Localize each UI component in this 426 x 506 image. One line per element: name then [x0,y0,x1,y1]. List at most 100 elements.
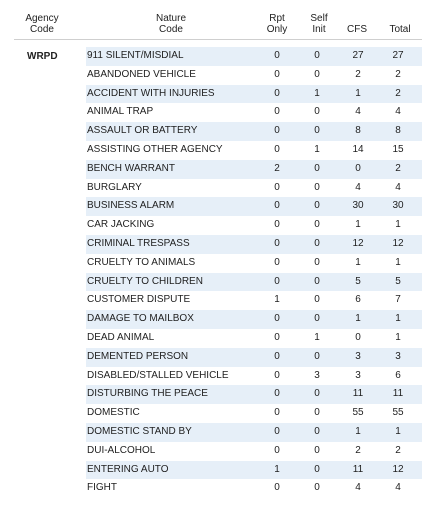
nature-code-cell: DISABLED/STALLED VEHICLE [87,369,229,381]
self-init-cell: 0 [314,68,320,80]
rpt-only-cell: 1 [274,294,280,306]
nature-code-cell: DAMAGE TO MAILBOX [87,313,194,325]
nature-code-cell: CRIMINAL TRESPASS [87,237,190,249]
header-rpt-only: Rpt Only [262,13,292,35]
self-init-cell: 0 [314,219,320,231]
rpt-only-cell: 0 [274,313,280,325]
cfs-cell: 0 [355,162,361,174]
table-row: ACCIDENT WITH INJURIES 0 1 1 2 [86,84,422,104]
self-init-cell: 0 [314,463,320,475]
total-cell: 2 [395,87,401,99]
self-init-cell: 1 [314,331,320,343]
total-cell: 7 [395,294,401,306]
cfs-cell: 8 [355,125,361,137]
total-cell: 4 [395,181,401,193]
total-cell: 6 [395,369,401,381]
cfs-cell: 2 [355,444,361,456]
nature-code-cell: 911 SILENT/MISDIAL [87,50,184,61]
nature-code-cell: DISTURBING THE PEACE [87,388,208,400]
cfs-cell: 1 [355,313,361,325]
table-row: CRUELTY TO CHILDREN 0 0 5 5 [86,272,422,292]
self-init-cell: 0 [314,106,320,118]
cfs-cell: 5 [355,275,361,287]
cfs-cell: 6 [355,294,361,306]
total-cell: 4 [395,482,401,494]
self-init-cell: 0 [314,425,320,437]
total-cell: 1 [395,313,401,325]
self-init-cell: 0 [314,256,320,268]
nature-code-cell: ACCIDENT WITH INJURIES [87,87,215,99]
self-init-cell: 0 [314,444,320,456]
nature-code-cell: ABANDONED VEHICLE [87,68,196,80]
self-init-cell: 0 [314,162,320,174]
rpt-only-cell: 0 [274,444,280,456]
rpt-only-cell: 0 [274,87,280,99]
total-cell: 1 [395,219,401,231]
header-total: Total [385,24,415,35]
nature-code-cell: CAR JACKING [87,219,155,231]
nature-code-cell: CRUELTY TO CHILDREN [87,275,203,287]
table-row: ABANDONED VEHICLE 0 0 2 2 [86,66,422,85]
self-init-cell: 0 [314,388,320,400]
rpt-only-cell: 0 [274,106,280,118]
total-cell: 12 [392,463,404,475]
rpt-only-cell: 0 [274,143,280,155]
cfs-cell: 1 [355,87,361,99]
header-cfs-label: CFS [347,24,367,35]
self-init-cell: 1 [314,87,320,99]
header-nature-line2: Code [159,24,183,35]
table-row: ASSISTING OTHER AGENCY 0 1 14 15 [86,141,422,160]
rpt-only-cell: 2 [274,162,280,174]
self-init-cell: 0 [314,181,320,193]
header-rpt-line1: Rpt [269,13,285,24]
cfs-cell: 55 [352,407,364,419]
table-row: ASSAULT OR BATTERY 0 0 8 8 [86,122,422,141]
rpt-only-cell: 0 [274,388,280,400]
total-cell: 1 [395,256,401,268]
nature-code-cell: CRUELTY TO ANIMALS [87,256,196,268]
total-cell: 3 [395,350,401,362]
table-row: DOMESTIC 0 0 55 55 [86,404,422,423]
nature-code-cell: BENCH WARRANT [87,162,175,174]
total-cell: 5 [395,275,401,287]
nature-code-cell: DUI-ALCOHOL [87,444,156,456]
cfs-cell: 12 [352,237,364,249]
cfs-cell: 1 [355,219,361,231]
table-row: DISTURBING THE PEACE 0 0 11 11 [86,385,422,405]
cfs-cell: 30 [352,200,364,212]
table-row: CAR JACKING 0 0 1 1 [86,216,422,235]
rpt-only-cell: 0 [274,425,280,437]
rpt-only-cell: 0 [274,68,280,80]
rpt-only-cell: 0 [274,275,280,287]
self-init-cell: 0 [314,50,320,61]
nature-code-cell: FIGHT [87,482,117,494]
total-cell: 1 [395,425,401,437]
header-nature-line1: Nature [155,13,186,24]
total-cell: 2 [395,68,401,80]
table-row: 911 SILENT/MISDIAL 0 0 27 27 [86,47,422,66]
rpt-only-cell: 0 [274,482,280,494]
table-row: DEAD ANIMAL 0 1 0 1 [86,329,422,348]
table-row: DEMENTED PERSON 0 0 3 3 [86,347,422,367]
header-self-line1: Self [310,13,328,24]
table-row: DISABLED/STALLED VEHICLE 0 3 3 6 [86,367,422,386]
rpt-only-cell: 0 [274,50,280,61]
nature-code-cell: BUSINESS ALARM [87,200,175,212]
table-row: DUI-ALCOHOL 0 0 2 2 [86,442,422,461]
cfs-cell: 3 [355,350,361,362]
rpt-only-cell: 0 [274,350,280,362]
table-row: CUSTOMER DISPUTE 1 0 6 7 [86,291,422,310]
nature-code-cell: DEAD ANIMAL [87,331,155,343]
rpt-only-cell: 0 [274,181,280,193]
cfs-cell: 1 [355,256,361,268]
table-row: DOMESTIC STAND BY 0 0 1 1 [86,422,422,442]
rpt-only-cell: 0 [274,219,280,231]
table-row: CRUELTY TO ANIMALS 0 0 1 1 [86,254,422,273]
table-row: BURGLARY 0 0 4 4 [86,179,422,198]
self-init-cell: 1 [314,143,320,155]
rpt-only-cell: 0 [274,237,280,249]
cfs-cell: 14 [352,143,364,155]
table-row: CRIMINAL TRESPASS 0 0 12 12 [86,234,422,254]
table-body: 911 SILENT/MISDIAL 0 0 27 27 ABANDONED VEHICL… [86,47,422,498]
